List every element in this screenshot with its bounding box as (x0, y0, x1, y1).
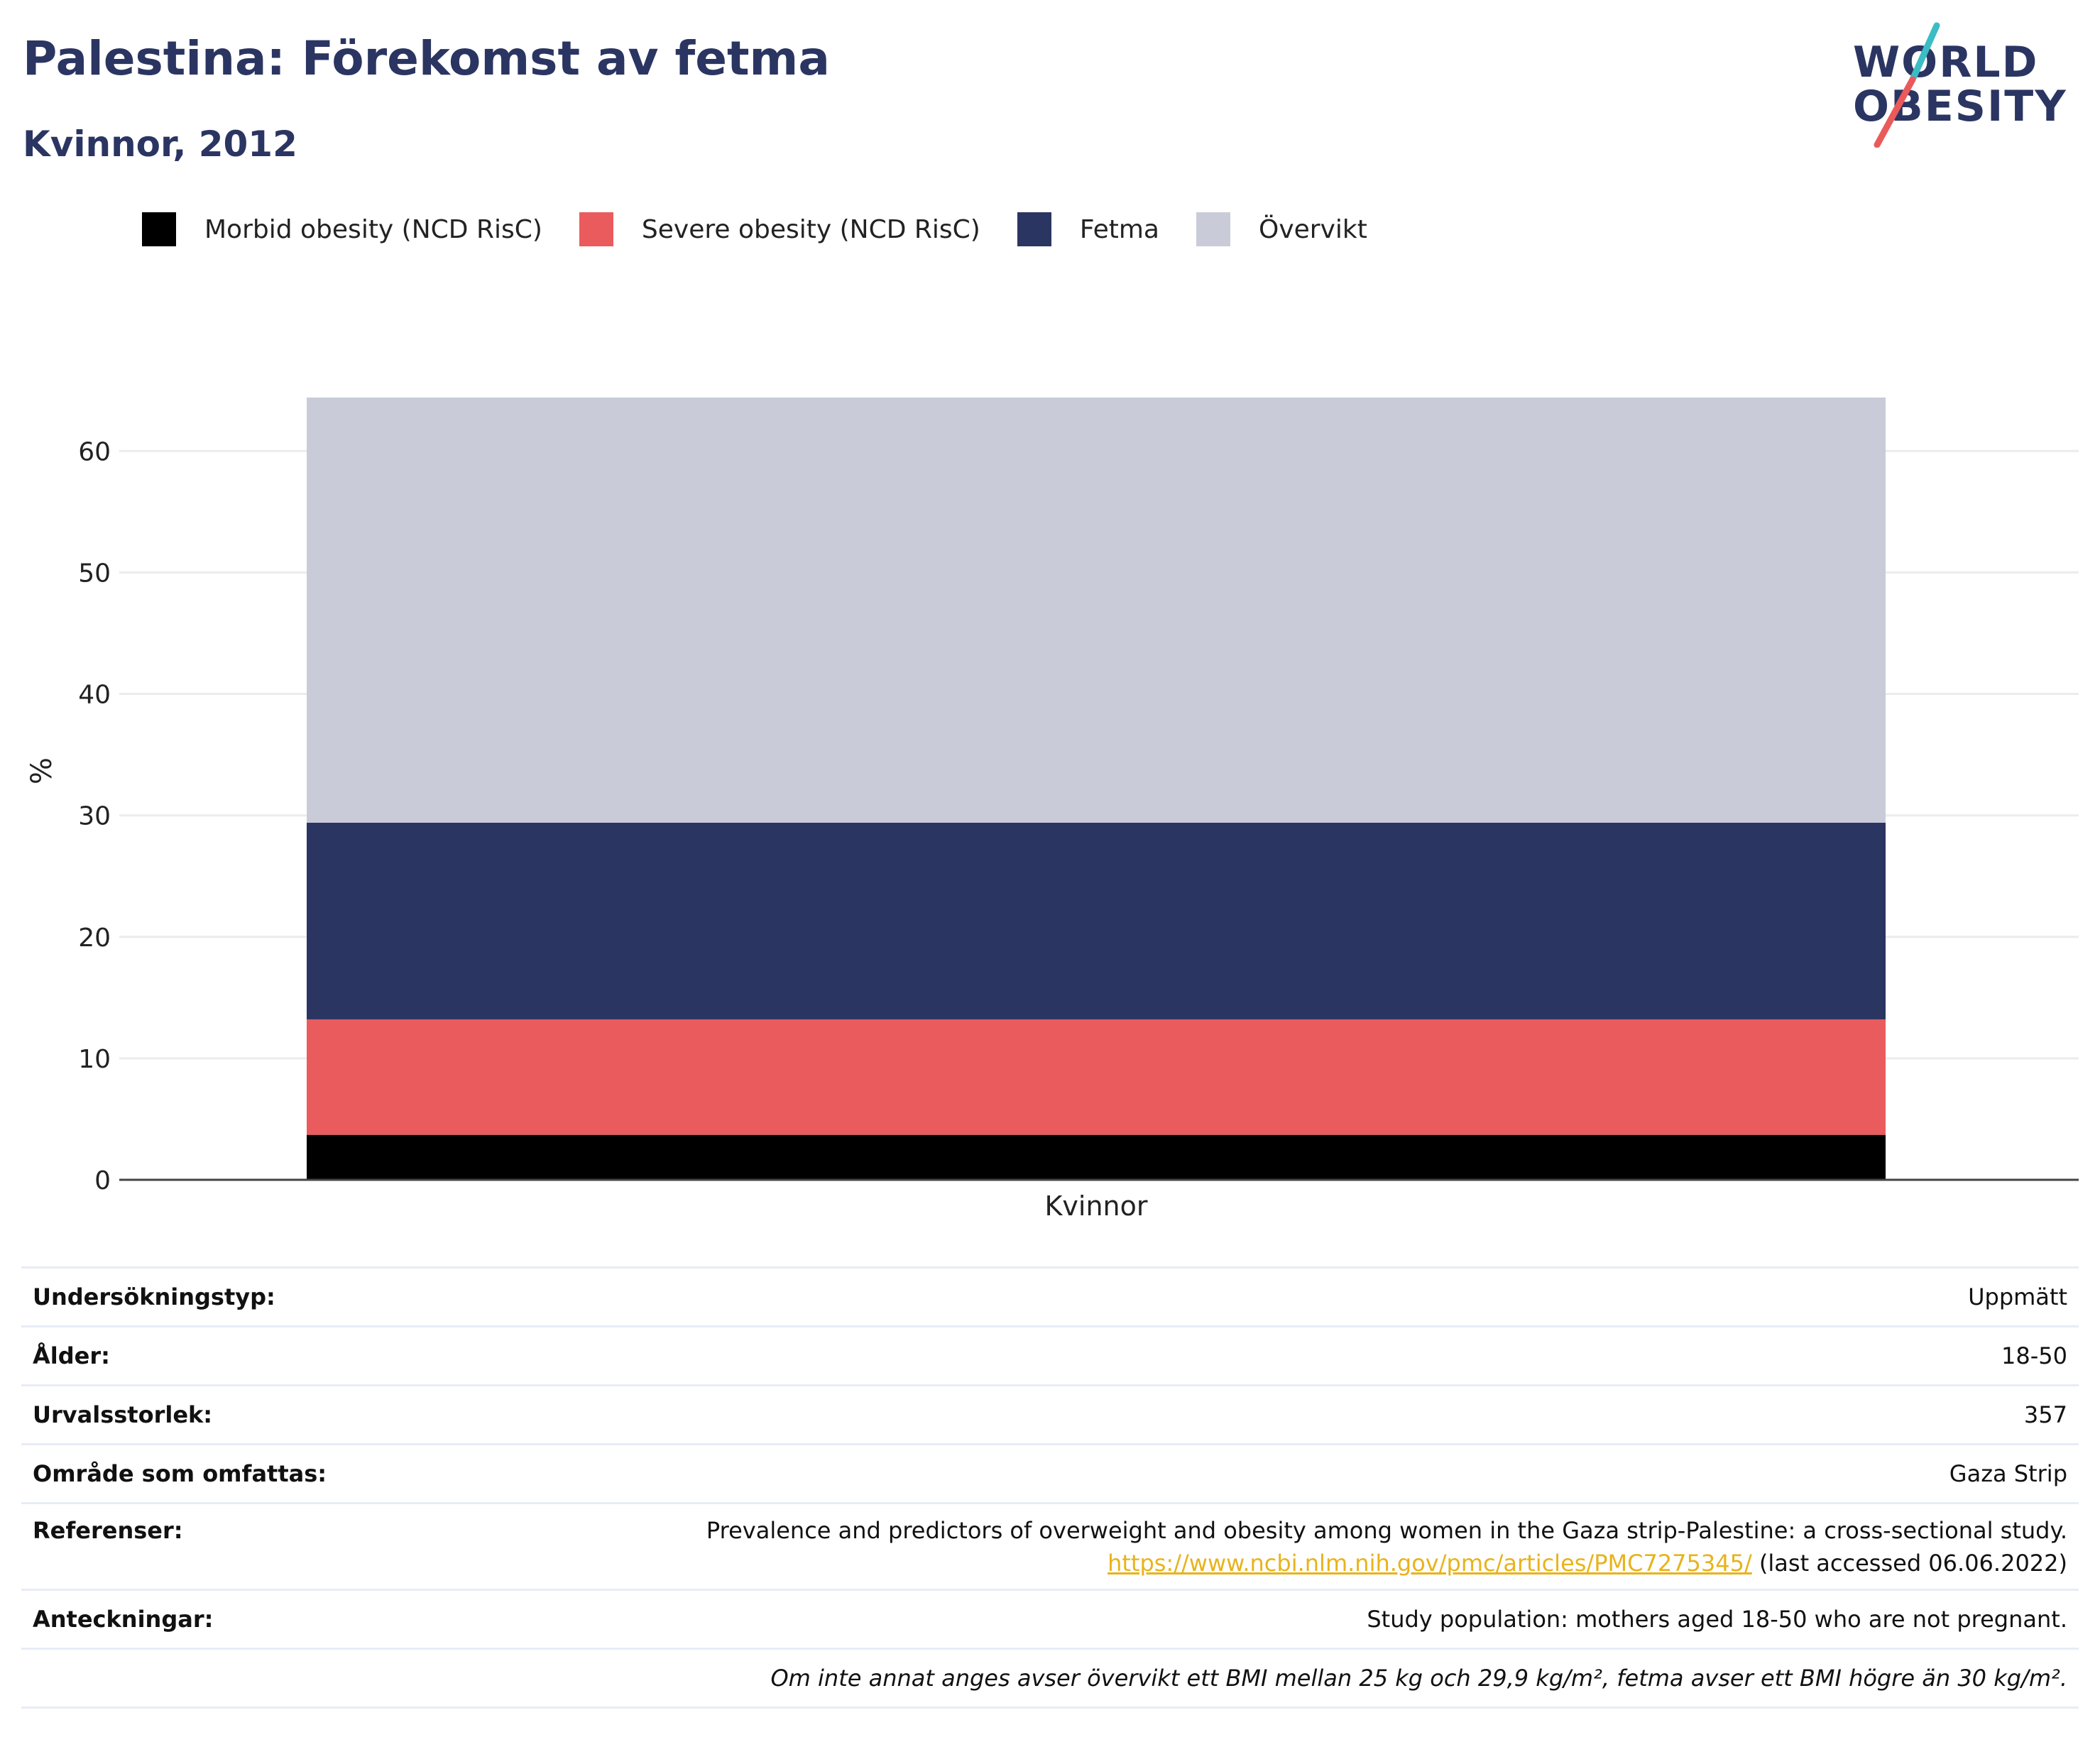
legend-item: Morbid obesity (NCD RisC) (142, 212, 542, 246)
logo-slash-icon (1874, 22, 1940, 148)
y-tick-label: 50 (78, 559, 111, 588)
bar-segment (307, 1019, 1886, 1135)
bar-segment (307, 398, 1886, 823)
legend-swatch (1196, 212, 1230, 246)
meta-value: 18-50 (2001, 1342, 2067, 1369)
meta-value: 357 (2023, 1401, 2067, 1428)
y-tick-label: 40 (78, 681, 111, 710)
legend-item: Fetma (1017, 212, 1159, 246)
legend-swatch (1017, 212, 1051, 246)
meta-value: Gaza Strip (1949, 1460, 2067, 1487)
meta-row-references: Referenser: Prevalence and predictors of… (21, 1504, 2079, 1591)
meta-key: Undersökningstyp: (33, 1283, 275, 1310)
logo-line-1: WORLD (1853, 38, 2039, 87)
page-subtitle: Kvinnor, 2012 (23, 124, 297, 165)
y-tick-label: 30 (78, 802, 111, 831)
reference-value: Prevalence and predictors of overweight … (706, 1514, 2067, 1579)
metadata-table: Undersökningstyp: Uppmätt Ålder: 18-50 U… (21, 1266, 2079, 1709)
legend-swatch (579, 212, 613, 246)
meta-key: Urvalsstorlek: (33, 1401, 213, 1428)
legend-label: Severe obesity (NCD RisC) (641, 214, 980, 244)
meta-row-survey-type: Undersökningstyp: Uppmätt (21, 1269, 2079, 1327)
world-obesity-logo: WORLD OBESITY (1853, 20, 2087, 148)
meta-value: Uppmätt (1968, 1283, 2067, 1310)
y-tick-label: 10 (78, 1045, 111, 1074)
y-tick-label: 0 (94, 1166, 111, 1195)
bar-segment (307, 822, 1886, 1020)
meta-key: Ålder: (33, 1342, 110, 1369)
y-tick-label: 20 (78, 924, 111, 953)
meta-row-footnote: Om inte annat anges avser övervikt ett B… (21, 1650, 2079, 1709)
page-title: Palestina: Förekomst av fetma (23, 31, 830, 86)
reference-accessed: (last accessed 06.06.2022) (1759, 1550, 2067, 1577)
meta-key: Område som omfattas: (33, 1460, 327, 1487)
bar-chart: 0 10 20 30 40 50 60 Kvinnor% (26, 398, 2079, 1222)
meta-value: Study population: mothers aged 18-50 who… (1367, 1606, 2067, 1633)
meta-row-area: Område som omfattas: Gaza Strip (21, 1445, 2079, 1504)
legend-swatch (142, 212, 176, 246)
meta-key: Referenser: (33, 1517, 183, 1544)
chart-legend: Morbid obesity (NCD RisC) Severe obesity … (142, 212, 1404, 247)
legend-label: Fetma (1079, 214, 1159, 244)
reference-text: Prevalence and predictors of overweight … (706, 1517, 2067, 1544)
meta-key: Anteckningar: (33, 1606, 214, 1633)
legend-label: Morbid obesity (NCD RisC) (204, 214, 542, 244)
footnote: Om inte annat anges avser övervikt ett B… (770, 1665, 2067, 1692)
meta-row-sample-size: Urvalsstorlek: 357 (21, 1386, 2079, 1445)
legend-label: Övervikt (1259, 214, 1367, 244)
y-tick-label: 60 (78, 437, 111, 466)
meta-row-notes: Anteckningar: Study population: mothers … (21, 1591, 2079, 1650)
y-axis-label: % (26, 757, 58, 784)
legend-item: Severe obesity (NCD RisC) (579, 212, 980, 246)
legend-item: Övervikt (1196, 212, 1367, 246)
x-tick-label: Kvinnor (1044, 1190, 1147, 1222)
meta-row-age: Ålder: 18-50 (21, 1327, 2079, 1386)
bar-segment (307, 1134, 1886, 1180)
reference-link[interactable]: https://www.ncbi.nlm.nih.gov/pmc/article… (1108, 1550, 1752, 1577)
